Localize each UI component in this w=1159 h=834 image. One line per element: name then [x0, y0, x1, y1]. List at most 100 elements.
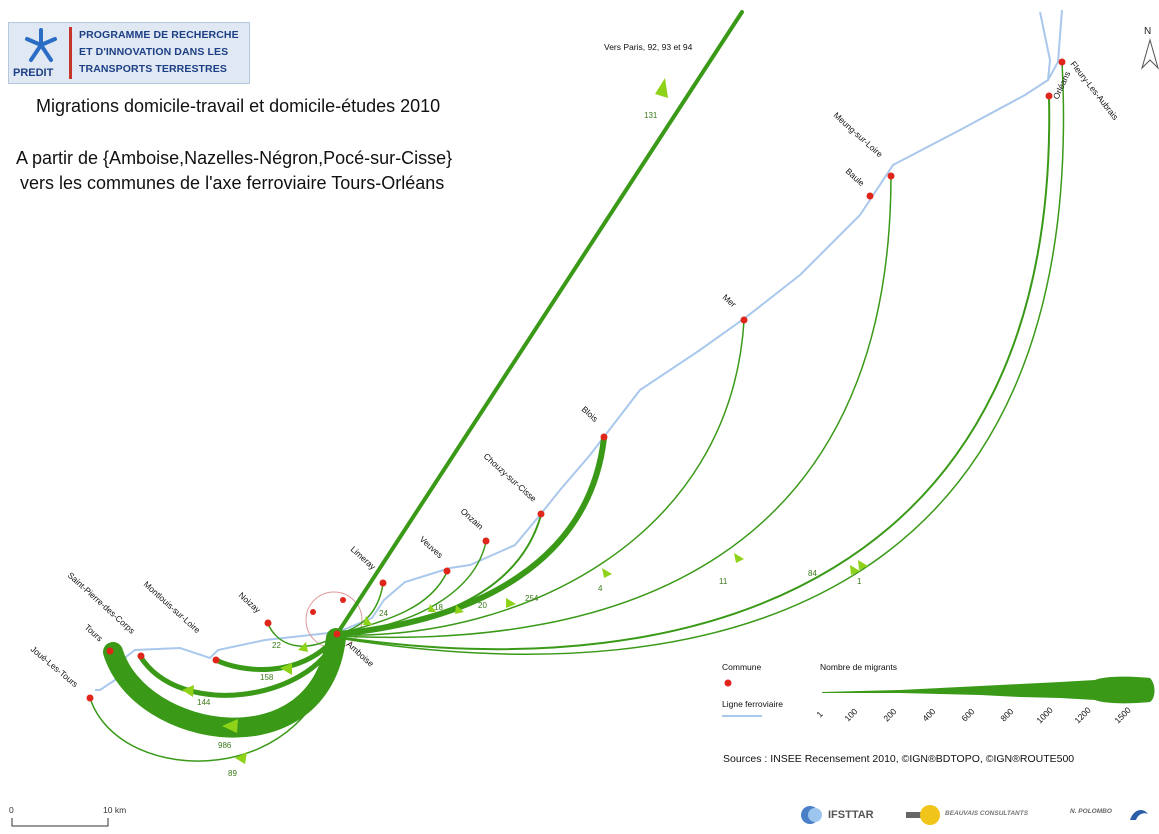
arrow-orleans	[850, 565, 860, 575]
partner-ifsttar: IFSTTAR	[828, 809, 874, 821]
commune-label-baule: Baule	[844, 166, 867, 188]
flow-value-montlouis: 158	[260, 673, 274, 682]
arrow-onzain	[455, 605, 464, 614]
railway-branch	[1047, 9, 1063, 81]
legend-scale-600: 600	[959, 706, 976, 723]
arrow-blois	[602, 568, 612, 578]
predit-logo: PREDIT PROGRAMME DE RECHERCHE ET D'INNOV…	[8, 22, 250, 84]
legend-scale-200: 200	[881, 706, 898, 723]
legend-commune-dot	[724, 679, 732, 687]
commune-labels: Joué-Les-Tours Tours Saint-Pierre-des-Co…	[29, 59, 1121, 689]
flow-orleans	[337, 95, 1051, 651]
commune-dot-joue	[86, 694, 94, 702]
commune-dot-veuves	[443, 567, 451, 575]
arrow-veuves	[428, 604, 436, 612]
scale-bar-start: 0	[9, 805, 14, 815]
commune-dot-meung	[887, 172, 895, 180]
legend-migrants-label: Nombre de migrants	[820, 662, 897, 672]
partner-logos: IFSTTAR BEAUVAIS CONSULTANTS N. POLOMBO	[798, 804, 1158, 830]
legend-scale-400: 400	[920, 706, 937, 723]
legend-scale-1000: 1000	[1034, 705, 1055, 726]
flows-layer	[89, 10, 1065, 762]
commune-dot-noizay	[264, 619, 272, 627]
legend	[722, 676, 1155, 717]
commune-dot-onzain	[482, 537, 490, 545]
paris-label: Vers Paris, 92, 93 et 94	[604, 42, 693, 52]
flow-value-fleury: 1	[857, 577, 862, 586]
commune-dot-fleury	[1058, 58, 1066, 66]
commune-label-tours: Tours	[83, 622, 105, 643]
legend-scale-1500: 1500	[1112, 705, 1133, 726]
legend-railway-label: Ligne ferroviaire	[722, 699, 783, 709]
sources-text: Sources : INSEE Recensement 2010, ©IGN®B…	[723, 753, 1075, 765]
flow-mer	[337, 320, 745, 636]
commune-label-meung: Meung-sur-Loire	[832, 110, 885, 159]
flow-value-onzain: 20	[478, 601, 487, 610]
commune-label-montlouis: Montlouis-sur-Loire	[142, 579, 203, 635]
commune-dot-limeray	[379, 579, 387, 587]
arrow-joue	[235, 752, 247, 764]
arrow-paris	[655, 78, 668, 98]
commune-dot-origin-2	[340, 597, 346, 603]
commune-dot-origin-1	[310, 609, 316, 615]
commune-dot-tours	[106, 647, 114, 655]
legend-scale-1: 1	[814, 709, 825, 720]
program-line-3: TRANSPORTS TERRESTRES	[79, 63, 227, 75]
flow-value-spdc: 144	[197, 698, 211, 707]
arrow-noizay	[298, 642, 308, 652]
commune-label-spdc: Saint-Pierre-des-Corps	[66, 570, 137, 636]
commune-label-noizay: Noizay	[237, 590, 264, 615]
svg-text:N: N	[1144, 26, 1151, 37]
beauvais-logo-icon	[906, 805, 940, 825]
communes-layer	[86, 58, 1066, 702]
arrow-chouzy	[506, 598, 516, 608]
flow-tours	[103, 628, 346, 738]
flow-paris	[335, 10, 744, 636]
partner-polombo: N. POLOMBO	[1070, 808, 1112, 815]
arrows-layer	[182, 78, 868, 764]
commune-dot-baule	[866, 192, 874, 200]
commune-dot-amboise	[333, 630, 341, 638]
commune-label-chouzy: Chouzy-sur-Cisse	[482, 451, 539, 504]
logo-separator	[69, 27, 72, 79]
arrow-fleury	[858, 560, 868, 570]
commune-label-limeray: Limeray	[349, 544, 379, 572]
flow-blois	[335, 435, 607, 637]
program-line-1: PROGRAMME DE RECHERCHE	[79, 29, 239, 41]
flow-value-veuves: 18	[434, 603, 443, 612]
legend-scale-1200: 1200	[1072, 705, 1093, 726]
commune-label-blois: Blois	[580, 404, 600, 424]
flow-value-labels: 131 986 89 144 158 22 24 18 20 254 4 11 …	[197, 111, 862, 778]
commune-label-orleans: Orléans	[1051, 70, 1073, 101]
flow-value-tours: 986	[218, 741, 232, 750]
arrow-tours	[222, 719, 238, 733]
flow-value-chouzy: 254	[525, 594, 539, 603]
arrow-limeray	[363, 616, 372, 625]
flow-value-noizay: 22	[272, 641, 281, 650]
map-title: Migrations domicile-travail et domicile-…	[36, 96, 441, 116]
commune-label-mer: Mer	[721, 292, 739, 309]
flow-montlouis	[213, 634, 339, 673]
legend-commune-label: Commune	[722, 662, 761, 672]
flow-spdc	[137, 635, 339, 698]
flow-value-joue: 89	[228, 769, 237, 778]
commune-label-joue: Joué-Les-Tours	[29, 644, 80, 689]
flow-value-mer: 11	[719, 577, 728, 586]
predit-star-icon	[25, 28, 57, 62]
commune-dot-orleans	[1045, 92, 1053, 100]
commune-label-veuves: Veuves	[418, 534, 445, 560]
ifsttar-logo-icon	[801, 806, 822, 824]
arrow-montlouis	[280, 663, 292, 675]
flow-value-limeray: 24	[379, 609, 388, 618]
arrow-mer	[734, 553, 744, 563]
commune-label-onzain: Onzain	[459, 506, 486, 532]
flow-fleury	[337, 61, 1065, 655]
flow-value-blois: 4	[598, 584, 603, 593]
scale-bar-end: 10 km	[103, 805, 126, 815]
partner-beauvais: BEAUVAIS CONSULTANTS	[945, 810, 1029, 817]
commune-dot-mer	[740, 316, 748, 324]
railway-line	[95, 11, 1052, 691]
flow-value-orleans: 84	[808, 569, 817, 578]
legend-scale-100: 100	[842, 706, 859, 723]
